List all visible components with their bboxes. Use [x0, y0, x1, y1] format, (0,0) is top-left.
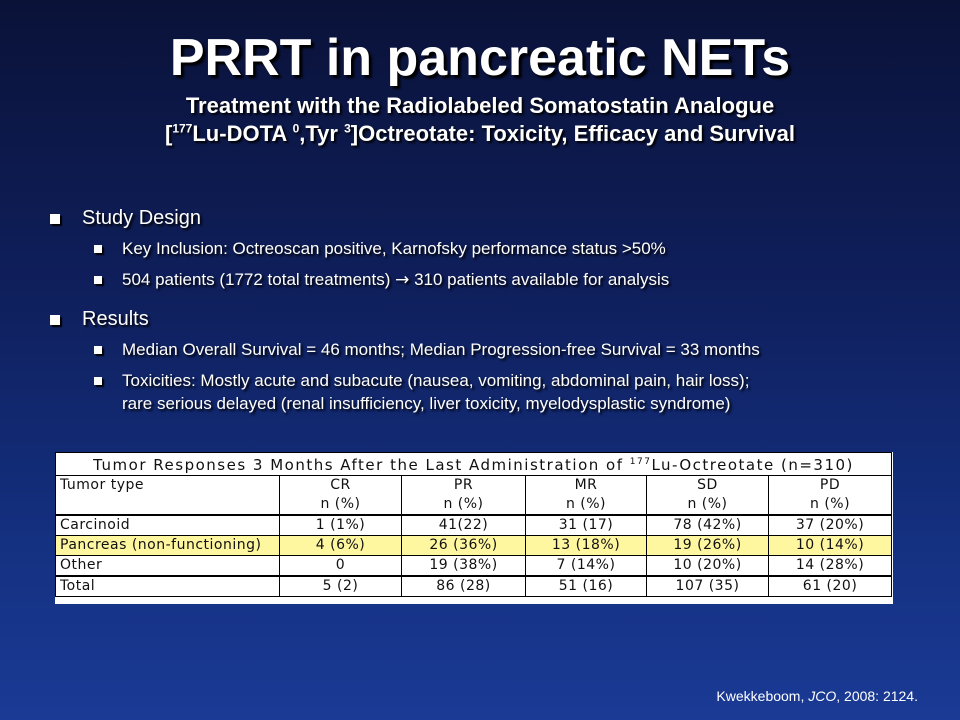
square-bullet-icon	[50, 315, 60, 325]
square-bullet-icon	[94, 276, 102, 284]
table-cell: Other	[55, 555, 280, 577]
table-cell: 10 (14%)	[767, 535, 893, 556]
caption-superscript: 177	[629, 457, 652, 467]
header-cell: SD	[646, 475, 769, 495]
bullet-patients: 504 patients (1772 total treatments) → 3…	[44, 268, 944, 292]
table-cell: 37 (20%)	[767, 514, 893, 536]
header-cell: PR	[401, 475, 526, 495]
table-cell: 107 (35)	[646, 575, 769, 597]
subtitle-part-c: ]Octreotate: Toxicity, Efficacy and Surv…	[350, 121, 795, 146]
table-cell: 51 (16)	[525, 575, 647, 597]
subtitle-part-a: Lu-DOTA	[192, 121, 293, 146]
square-bullet-icon	[94, 377, 102, 385]
table-cell: 19 (26%)	[646, 535, 769, 556]
caption-text-a: Tumor Responses 3 Months After the Last …	[93, 456, 630, 474]
square-bullet-icon	[94, 245, 102, 253]
bullet-toxicities: Toxicities: Mostly acute and subacute (n…	[44, 369, 944, 415]
bullet-list: Study Design Key Inclusion: Octreoscan p…	[44, 205, 944, 423]
table-caption-row: Tumor Responses 3 Months After the Last …	[54, 452, 893, 476]
table-header-row-2: n (%) n (%) n (%) n (%) n (%)	[55, 495, 893, 516]
citation-journal: JCO	[808, 688, 837, 704]
subtitle-line-2: [177Lu-DOTA 0,Tyr 3]Octreotate: Toxicity…	[40, 120, 920, 148]
table-cell: 7 (14%)	[525, 555, 647, 577]
bullet-inclusion: Key Inclusion: Octreoscan positive, Karn…	[44, 237, 944, 260]
square-bullet-icon	[94, 346, 102, 354]
header-cell: n (%)	[279, 495, 402, 516]
subtitle-superscript-177: 177	[172, 121, 193, 136]
bullet-study-design-text: Study Design	[82, 207, 201, 229]
table-cell: 4 (6%)	[279, 535, 402, 556]
header-cell	[55, 495, 280, 516]
table-cell: 10 (20%)	[646, 555, 769, 577]
table-cell: 5 (2)	[279, 575, 402, 597]
table-cell: 1 (1%)	[279, 514, 402, 536]
subtitle-line-1: Treatment with the Radiolabeled Somatost…	[185, 93, 775, 118]
response-table: Tumor Responses 3 Months After the Last …	[54, 452, 893, 597]
bullet-toxicities-line-1: Toxicities: Mostly acute and subacute (n…	[122, 371, 750, 390]
citation: Kwekkeboom, JCO, 2008: 2124.	[0, 688, 918, 704]
header-cell: CR	[279, 475, 402, 495]
table-cell: 0	[279, 555, 402, 577]
table-cell: 19 (38%)	[401, 555, 526, 577]
citation-author: Kwekkeboom,	[716, 688, 809, 704]
table-header-row-1: Tumor type CR PR MR SD PD	[55, 475, 893, 495]
table-cell: 86 (28)	[401, 575, 526, 597]
caption-text-b: Lu-Octreotate (n=310)	[651, 456, 854, 474]
header-cell: Tumor type	[55, 475, 280, 495]
header-cell: n (%)	[525, 495, 647, 516]
study-design-subitems: Key Inclusion: Octreoscan positive, Karn…	[44, 237, 944, 292]
bullet-inclusion-text: Key Inclusion: Octreoscan positive, Karn…	[122, 239, 666, 258]
table-cell: 14 (28%)	[767, 555, 893, 577]
table-cell: Total	[55, 575, 280, 597]
slide-subtitle: Treatment with the Radiolabeled Somatost…	[40, 92, 920, 148]
bullet-toxicities-line-2: rare serious delayed (renal insufficienc…	[122, 394, 731, 413]
table-row-highlighted: Pancreas (non-functioning) 4 (6%) 26 (36…	[55, 535, 893, 556]
table-row: Carcinoid 1 (1%) 41(22) 31 (17) 78 (42%)…	[55, 514, 893, 536]
table-cell: Pancreas (non-functioning)	[55, 535, 280, 556]
bullet-patients-text-b: 310 patients available for analysis	[409, 270, 670, 289]
header-cell: PD	[767, 475, 893, 495]
table-cell: 61 (20)	[767, 575, 893, 597]
header-cell: n (%)	[646, 495, 769, 516]
bullet-results-text: Results	[82, 308, 149, 330]
tumor-response-table: Tumor Responses 3 Months After the Last …	[54, 452, 893, 604]
table-cell: 78 (42%)	[646, 514, 769, 536]
subtitle-superscript-0: 0	[292, 121, 300, 136]
header-cell: n (%)	[401, 495, 526, 516]
subtitle-superscript-3: 3	[344, 121, 351, 136]
subtitle-bracket: [	[165, 121, 173, 146]
table-total-row: Total 5 (2) 86 (28) 51 (16) 107 (35) 61 …	[55, 575, 893, 597]
results-subitems: Median Overall Survival = 46 months; Med…	[44, 338, 944, 415]
header-cell: MR	[525, 475, 647, 495]
bullet-study-design: Study Design	[44, 205, 944, 231]
slide-title: PRRT in pancreatic NETs	[169, 29, 791, 87]
table-cell: 13 (18%)	[525, 535, 647, 556]
square-bullet-icon	[50, 214, 60, 224]
header-cell: n (%)	[767, 495, 893, 516]
table-cell: 41(22)	[401, 514, 526, 536]
bullet-patients-text-a: 504 patients (1772 total treatments)	[122, 270, 396, 289]
bullet-survival-text: Median Overall Survival = 46 months; Med…	[122, 340, 760, 359]
arrow-right-icon: →	[395, 270, 410, 290]
subtitle-part-b: ,Tyr	[299, 121, 345, 146]
table-cell: Carcinoid	[55, 514, 280, 536]
table-cell: 31 (17)	[525, 514, 647, 536]
table-row: Other 0 19 (38%) 7 (14%) 10 (20%) 14 (28…	[55, 555, 893, 577]
bullet-survival: Median Overall Survival = 46 months; Med…	[44, 338, 944, 361]
bullet-results: Results	[44, 306, 944, 332]
table-cell: 26 (36%)	[401, 535, 526, 556]
citation-rest: , 2008: 2124.	[836, 688, 918, 704]
table-caption: Tumor Responses 3 Months After the Last …	[54, 452, 893, 476]
